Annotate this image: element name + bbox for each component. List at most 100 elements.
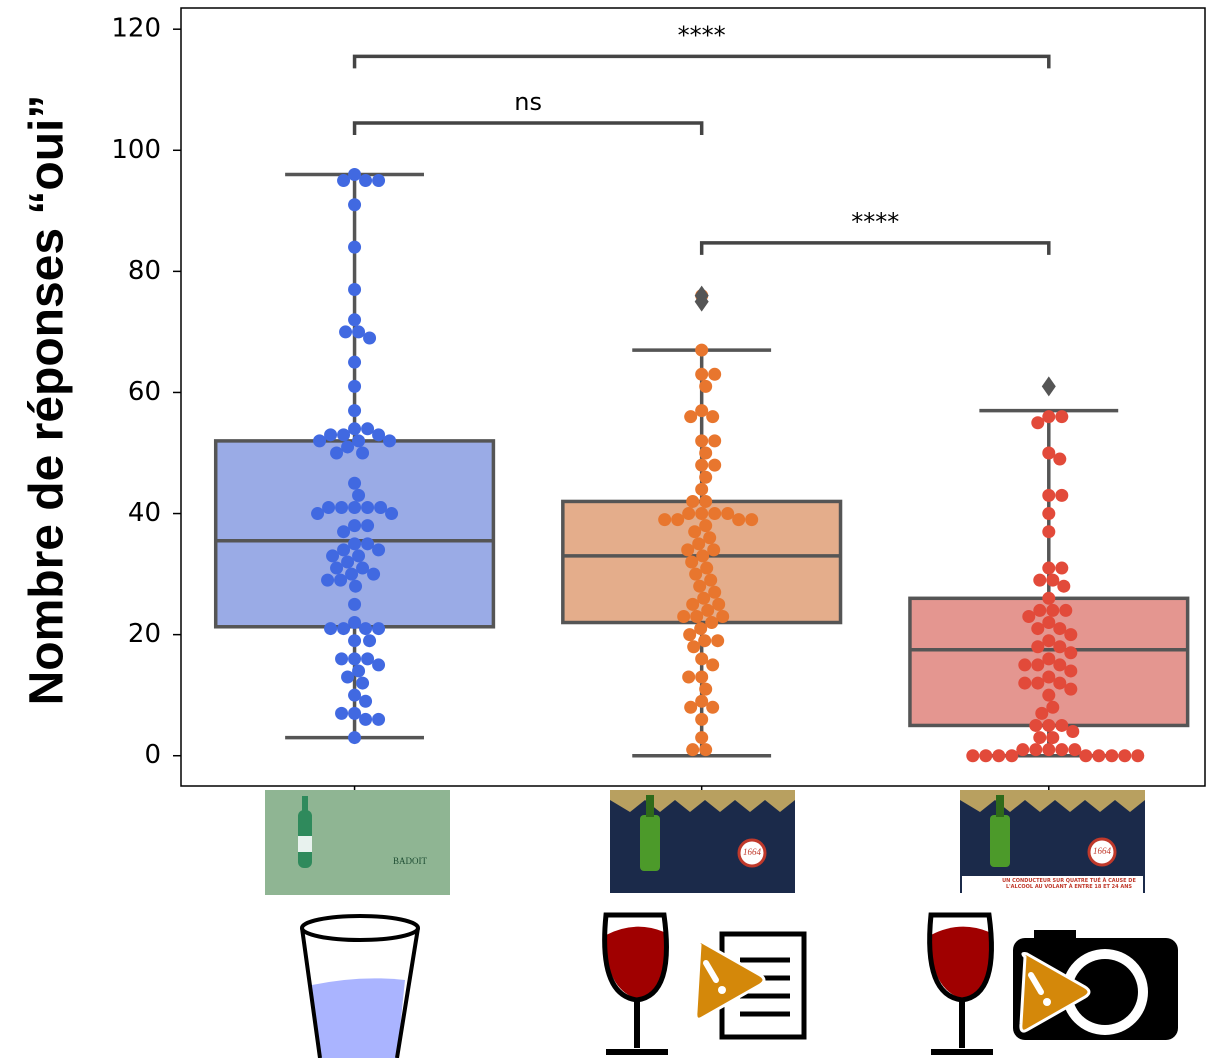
significance-label: **** [678,21,726,49]
point [352,549,366,563]
point [1066,725,1080,739]
point [372,174,386,188]
plot-layer: 0 20 40 60 80 100 120 **** ns **** [111,14,1190,793]
point [348,198,362,212]
point [1055,743,1069,757]
point [361,500,375,514]
point [372,428,386,442]
point [1055,718,1069,732]
point [716,609,730,623]
point [707,543,721,557]
point [1005,749,1019,763]
point [313,434,327,448]
point [979,749,993,763]
point [349,579,363,593]
point [348,404,362,418]
point [695,404,709,418]
point [335,652,349,666]
point [695,343,709,357]
point [708,585,722,599]
point [356,676,370,690]
point [337,428,351,442]
significance-label: ns [514,88,542,116]
box [213,439,496,629]
point [694,622,708,636]
point [1131,749,1145,763]
y-tick-label: 100 [111,135,161,165]
point [699,379,713,393]
point [341,440,355,454]
point [696,549,710,563]
point [1046,731,1060,745]
point [356,561,370,575]
point [695,434,709,448]
point [361,652,375,666]
point [324,622,338,636]
point [348,379,362,393]
point [367,567,381,581]
point [966,749,980,763]
point [706,658,720,672]
y-tick-label: 20 [128,619,161,649]
panel-badoit: BADOIT [265,790,450,895]
water-glass-icon [300,914,420,1058]
point [686,597,700,611]
point [330,446,344,460]
point [699,494,713,508]
warning-icon [1019,951,1091,1033]
point [1053,622,1067,636]
y-tick-label: 60 [128,377,161,407]
point [363,331,377,345]
point [1042,616,1056,630]
panel-beer-warning: 1664 UN CONDUCTEUR SUR QUATRE TUÉ À CAUS… [960,790,1145,893]
wine-glass-icon [927,912,994,1055]
point [1064,664,1078,678]
point [348,537,362,551]
point [686,494,700,508]
point [337,525,351,539]
point [699,682,713,696]
y-tick-label: 0 [144,740,161,770]
point [1033,731,1047,745]
point [334,573,348,587]
point [1042,591,1056,605]
point [684,410,698,424]
point [732,513,746,527]
point [1042,525,1056,539]
point [1022,609,1036,623]
point [700,561,714,575]
point [1016,743,1030,757]
point [708,434,722,448]
point [348,652,362,666]
y-tick-label: 40 [128,498,161,528]
point [1118,749,1132,763]
outlier [1041,376,1056,397]
point [1059,603,1073,617]
point [658,513,672,527]
point [671,513,685,527]
point [348,706,362,720]
point [348,240,362,254]
point [348,167,362,181]
point [705,616,719,630]
point [1053,640,1067,654]
point [321,573,335,587]
point [1057,579,1071,593]
point [695,670,709,684]
point [721,507,735,521]
panel-warning: UN CONDUCTEUR SUR QUATRE TUÉ À CAUSE DE … [1002,878,1136,890]
point [692,537,706,551]
point [712,597,726,611]
significance-bracket [699,241,1051,255]
point [992,749,1006,763]
point [1053,452,1067,466]
point [1053,676,1067,690]
point [708,458,722,472]
point [695,712,709,726]
point [677,609,691,623]
point [337,174,351,188]
plot-frame [180,7,1206,787]
point [1031,658,1045,672]
point [348,476,362,490]
